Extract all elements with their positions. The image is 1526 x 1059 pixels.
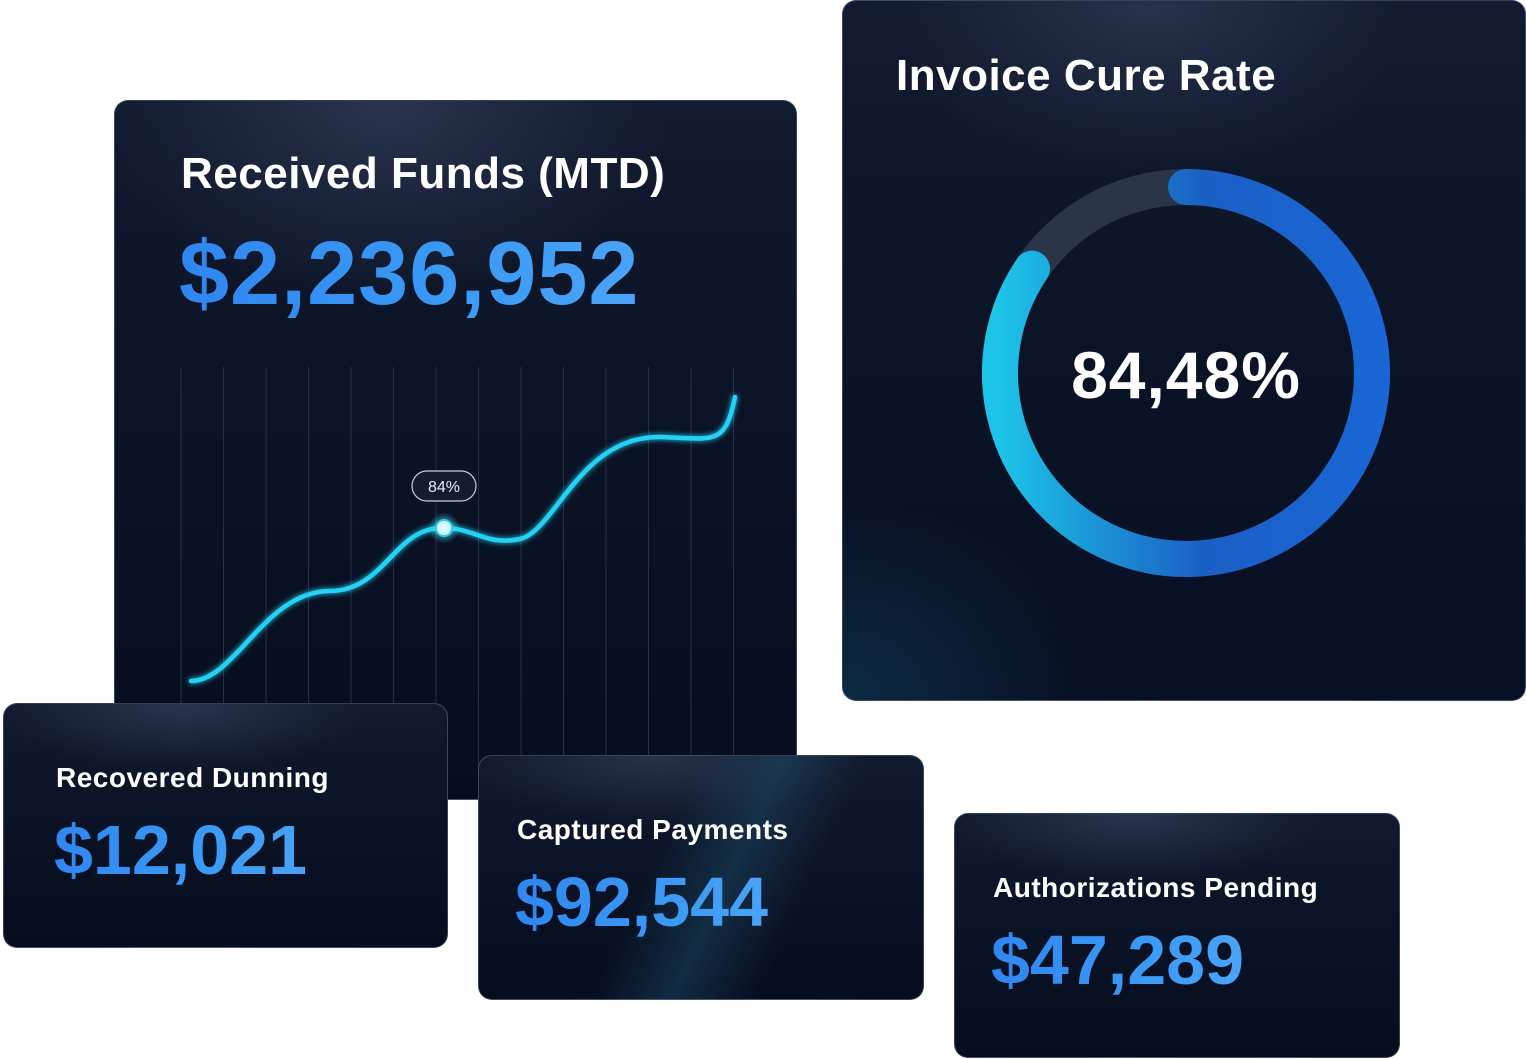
- authorizations-pending-title: Authorizations Pending: [993, 872, 1319, 903]
- received-funds-value: $2,236,952: [179, 224, 640, 324]
- recovered-dunning-value: $12,021: [54, 811, 308, 889]
- chart-series-line: [188, 394, 738, 684]
- captured-payments-card: Captured Payments $92,544: [478, 755, 924, 1000]
- recovered-dunning-title: Recovered Dunning: [56, 762, 329, 793]
- chart-tooltip: 84%: [411, 470, 477, 502]
- captured-payments-title: Captured Payments: [517, 814, 789, 845]
- received-funds-chart: 84%: [180, 367, 738, 799]
- recovered-dunning-card: Recovered Dunning $12,021: [3, 703, 448, 948]
- chart-highlight-point[interactable]: [435, 519, 453, 537]
- received-funds-card: 84% Received Funds (MTD) $2,236,952: [114, 100, 797, 800]
- captured-payments-value: $92,544: [515, 863, 769, 941]
- authorizations-pending-card: Authorizations Pending $47,289: [954, 813, 1400, 1058]
- cure-rate-ring: [982, 169, 1390, 577]
- authorizations-pending-value: $47,289: [991, 921, 1245, 999]
- chart-tooltip-label: 84%: [428, 479, 460, 496]
- invoice-cure-rate-title: Invoice Cure Rate: [896, 51, 1277, 100]
- received-funds-title: Received Funds (MTD): [181, 149, 666, 198]
- cure-rate-ring-progress: [982, 169, 1390, 577]
- invoice-cure-rate-value: 84,48%: [1071, 338, 1301, 412]
- invoice-cure-rate-card: Invoice Cure Rate 84,48%: [842, 0, 1526, 701]
